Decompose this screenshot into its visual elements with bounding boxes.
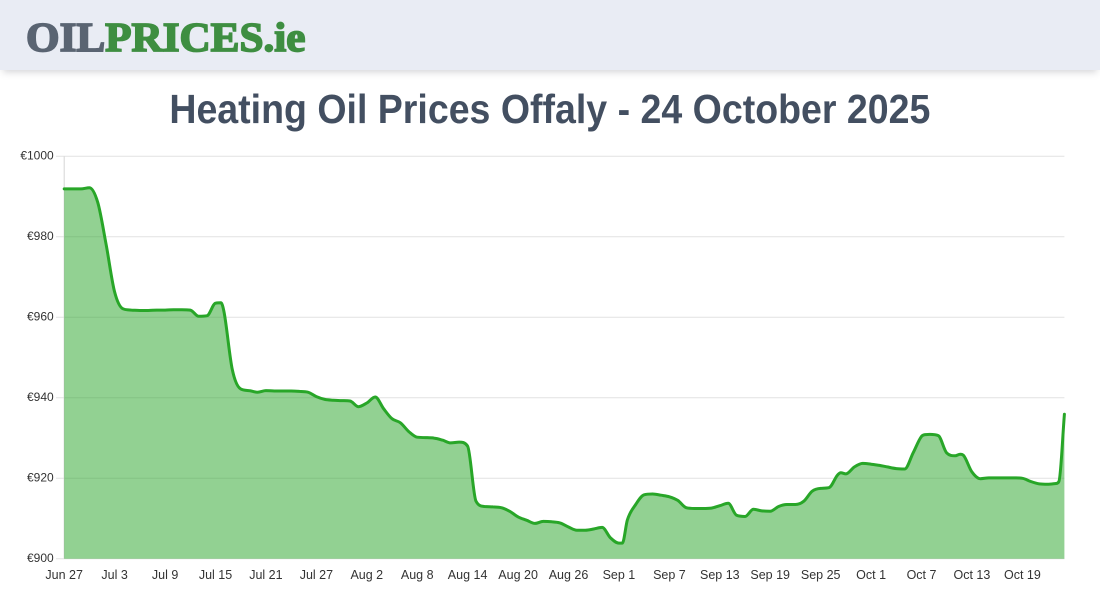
svg-text:Jul 27: Jul 27: [300, 568, 333, 582]
svg-text:Oct 13: Oct 13: [953, 568, 990, 582]
svg-text:Jul 9: Jul 9: [152, 568, 178, 582]
svg-text:€940: €940: [27, 390, 54, 404]
svg-text:Sep 1: Sep 1: [603, 568, 636, 582]
svg-text:Sep 13: Sep 13: [700, 568, 740, 582]
svg-text:Jun 27: Jun 27: [45, 568, 83, 582]
svg-text:€900: €900: [27, 551, 54, 565]
svg-text:€920: €920: [27, 471, 54, 485]
svg-text:Oct 19: Oct 19: [1004, 568, 1041, 582]
svg-text:Sep 7: Sep 7: [653, 568, 686, 582]
svg-text:€960: €960: [27, 310, 54, 324]
svg-text:Aug 2: Aug 2: [350, 568, 383, 582]
svg-text:Jul 15: Jul 15: [199, 568, 232, 582]
svg-text:Aug 8: Aug 8: [401, 568, 434, 582]
svg-text:€980: €980: [27, 229, 54, 243]
svg-text:Aug 26: Aug 26: [549, 568, 589, 582]
svg-text:Jul 3: Jul 3: [101, 568, 127, 582]
svg-text:Oct 1: Oct 1: [856, 568, 886, 582]
svg-text:Oct 7: Oct 7: [907, 568, 937, 582]
svg-text:€1000: €1000: [20, 149, 54, 163]
svg-text:Sep 19: Sep 19: [750, 568, 790, 582]
svg-text:Aug 14: Aug 14: [448, 568, 488, 582]
svg-text:Aug 20: Aug 20: [498, 568, 538, 582]
svg-text:Jul 21: Jul 21: [249, 568, 282, 582]
svg-text:Sep 25: Sep 25: [801, 568, 841, 582]
